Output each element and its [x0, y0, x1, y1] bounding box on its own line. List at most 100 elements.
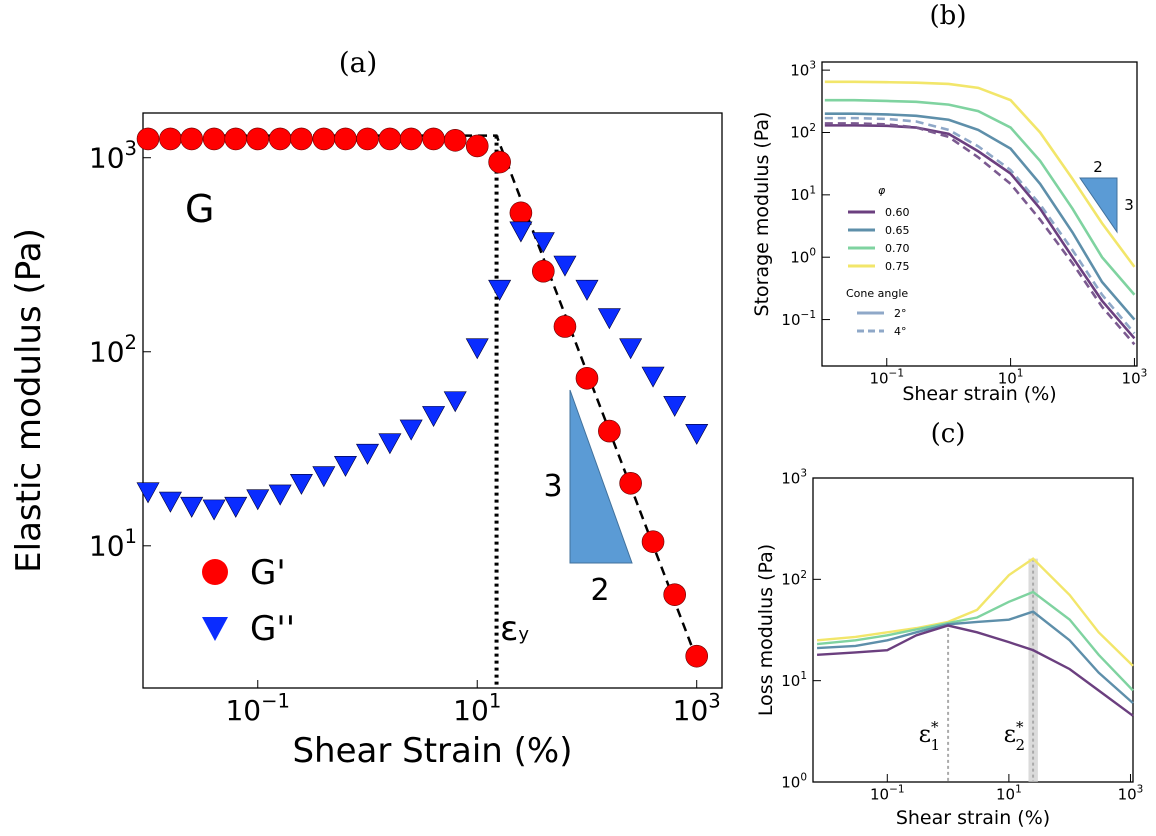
- annotation-sub: y: [518, 624, 529, 645]
- tick-base: 10: [89, 142, 125, 175]
- tick-exp: 1: [800, 670, 807, 682]
- tick-base: 10: [1118, 785, 1137, 803]
- panel-title: (b): [930, 1, 967, 31]
- marker: [575, 279, 599, 301]
- marker: [159, 127, 182, 151]
- marker: [509, 221, 533, 243]
- tick-base: 10: [790, 248, 809, 266]
- tick-exp: 1: [1015, 784, 1022, 796]
- marker: [422, 406, 446, 428]
- annotation: 2: [1093, 158, 1103, 176]
- tick-label: 102: [781, 569, 807, 589]
- tick-label: 101: [453, 690, 501, 728]
- legend-title: Cone angle: [846, 287, 908, 300]
- data-line: [824, 122, 1136, 346]
- tick-label: 102: [790, 122, 816, 142]
- annotation-sub: 2: [1016, 736, 1026, 754]
- legend-label: 4°: [894, 325, 907, 338]
- legend-label: G'': [250, 609, 295, 649]
- tick-base: 10: [89, 530, 125, 563]
- tick-base: 10: [781, 469, 800, 487]
- legend-label: 0.75: [885, 260, 910, 273]
- legend-label: 2°: [894, 307, 907, 320]
- legend-marker: [202, 559, 228, 585]
- tick-label: 101: [781, 670, 807, 690]
- tick-label: 10−1: [225, 690, 290, 728]
- tick-label: 103: [1118, 784, 1144, 804]
- data-line: [816, 557, 1134, 667]
- marker: [334, 127, 357, 151]
- marker: [180, 127, 203, 151]
- tick-exp: −1: [889, 784, 904, 796]
- annotation-sup: *: [1016, 718, 1024, 736]
- y-axis-label: Storage modulus (Pa): [751, 112, 773, 317]
- x-axis-label: Shear strain (%): [902, 383, 1056, 405]
- marker: [312, 466, 336, 488]
- tick-base: 10: [996, 785, 1015, 803]
- marker: [641, 366, 665, 388]
- tick-base: 10: [225, 694, 261, 727]
- tick-exp: 2: [800, 569, 807, 581]
- data-line: [824, 98, 1136, 296]
- x-axis-label: Shear strain (%): [896, 807, 1050, 829]
- marker: [531, 232, 555, 254]
- marker: [597, 308, 621, 330]
- data-line: [824, 112, 1136, 321]
- marker: [443, 128, 467, 152]
- marker: [224, 127, 248, 151]
- tick-label: 10−1: [870, 784, 905, 804]
- tick-label: 101: [89, 525, 137, 563]
- tick-base: 10: [790, 61, 809, 79]
- tick-exp: 3: [1141, 368, 1148, 380]
- tick-base: 10: [781, 773, 800, 791]
- marker: [685, 644, 709, 668]
- data-line: [816, 590, 1134, 692]
- plot-frame: [812, 477, 1134, 783]
- tick-label: 103: [781, 468, 807, 488]
- marker: [509, 201, 533, 225]
- annotation-sup: *: [931, 718, 939, 736]
- tick-exp: 2: [809, 122, 816, 134]
- marker: [465, 338, 489, 360]
- strain-band: [1028, 558, 1038, 782]
- marker: [246, 489, 270, 511]
- tick-base: 10: [790, 186, 809, 204]
- marker: [268, 127, 292, 151]
- marker: [532, 259, 555, 283]
- tick-exp: −1: [801, 309, 816, 321]
- tick-exp: 3: [1137, 784, 1144, 796]
- marker: [289, 473, 313, 495]
- marker: [685, 423, 709, 445]
- tick-label: 10−1: [781, 309, 816, 329]
- data-line: [817, 610, 1134, 705]
- marker: [663, 395, 687, 417]
- tick-exp: −1: [889, 368, 904, 380]
- tick-base: 10: [1122, 369, 1141, 387]
- annotation: 3: [1124, 196, 1134, 214]
- x-axis-label: Shear Strain (%): [292, 731, 572, 771]
- tick-exp: 3: [809, 60, 816, 72]
- marker: [312, 127, 336, 151]
- marker: [136, 482, 160, 504]
- tick-exp: 1: [489, 690, 501, 713]
- y-axis-label: Loss modulus (Pa): [755, 544, 777, 716]
- marker: [202, 127, 226, 151]
- tick-exp: 3: [125, 137, 137, 160]
- marker: [465, 134, 489, 158]
- tick-base: 10: [781, 571, 800, 589]
- tick-base: 10: [870, 785, 889, 803]
- tick-exp: 3: [800, 468, 807, 480]
- tick-base: 10: [89, 336, 125, 369]
- tick-exp: 1: [1017, 368, 1024, 380]
- tick-exp: 1: [809, 184, 816, 196]
- annotation: 3: [543, 469, 562, 504]
- legend-label: 0.65: [885, 224, 910, 237]
- tick-base: 10: [673, 694, 709, 727]
- marker: [399, 419, 423, 441]
- legend-label: 0.60: [885, 206, 910, 219]
- annotation-sub: 1: [931, 736, 941, 754]
- marker: [399, 127, 423, 151]
- y-axis-label: Elastic modulus (Pa): [9, 228, 49, 573]
- annotation-base: ε: [919, 720, 931, 748]
- annotation-base: ε: [1004, 720, 1016, 748]
